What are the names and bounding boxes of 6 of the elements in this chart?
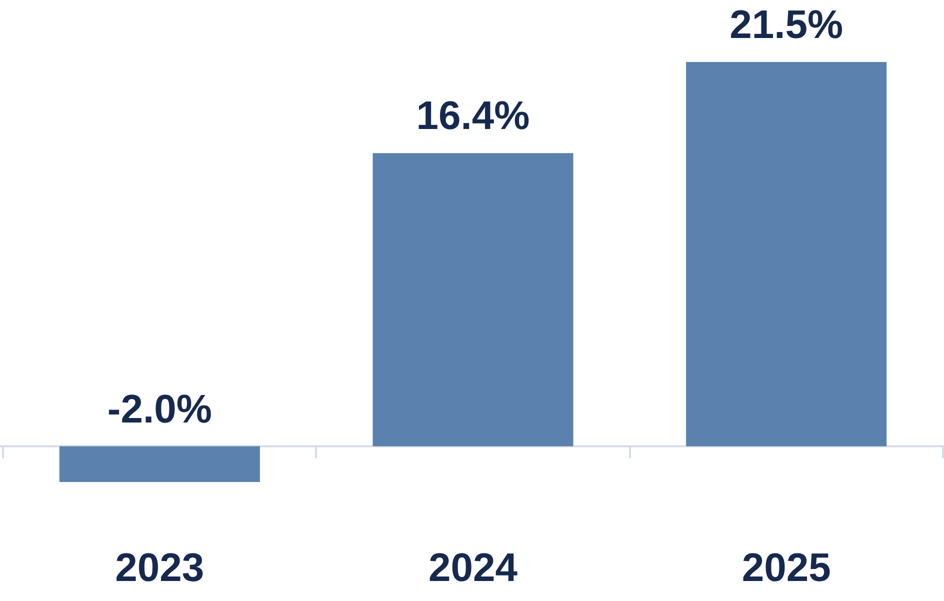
- data-label: 21.5%: [730, 3, 844, 47]
- x-tick-label: 2023: [115, 546, 204, 590]
- x-tick-label: 2025: [742, 546, 831, 590]
- data-label: -2.0%: [107, 387, 212, 432]
- x-tick-label: 2024: [428, 546, 518, 590]
- data-label: 16.4%: [416, 94, 530, 138]
